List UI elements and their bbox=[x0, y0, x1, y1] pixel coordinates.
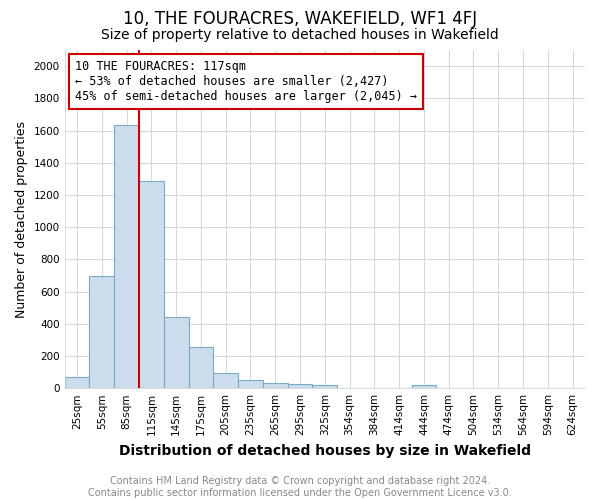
Text: 10 THE FOURACRES: 117sqm
← 53% of detached houses are smaller (2,427)
45% of sem: 10 THE FOURACRES: 117sqm ← 53% of detach… bbox=[75, 60, 417, 103]
Bar bbox=[287, 384, 313, 388]
Bar bbox=[412, 384, 436, 388]
Bar bbox=[65, 377, 89, 388]
Text: Contains HM Land Registry data © Crown copyright and database right 2024.
Contai: Contains HM Land Registry data © Crown c… bbox=[88, 476, 512, 498]
Text: 10, THE FOURACRES, WAKEFIELD, WF1 4FJ: 10, THE FOURACRES, WAKEFIELD, WF1 4FJ bbox=[123, 10, 477, 28]
Bar bbox=[313, 386, 337, 388]
Bar bbox=[263, 383, 287, 388]
Bar bbox=[238, 380, 263, 388]
Bar bbox=[89, 276, 114, 388]
Bar bbox=[188, 348, 214, 388]
Y-axis label: Number of detached properties: Number of detached properties bbox=[15, 120, 28, 318]
X-axis label: Distribution of detached houses by size in Wakefield: Distribution of detached houses by size … bbox=[119, 444, 531, 458]
Bar bbox=[164, 318, 188, 388]
Bar bbox=[139, 181, 164, 388]
Bar bbox=[214, 373, 238, 388]
Bar bbox=[114, 125, 139, 388]
Text: Size of property relative to detached houses in Wakefield: Size of property relative to detached ho… bbox=[101, 28, 499, 42]
